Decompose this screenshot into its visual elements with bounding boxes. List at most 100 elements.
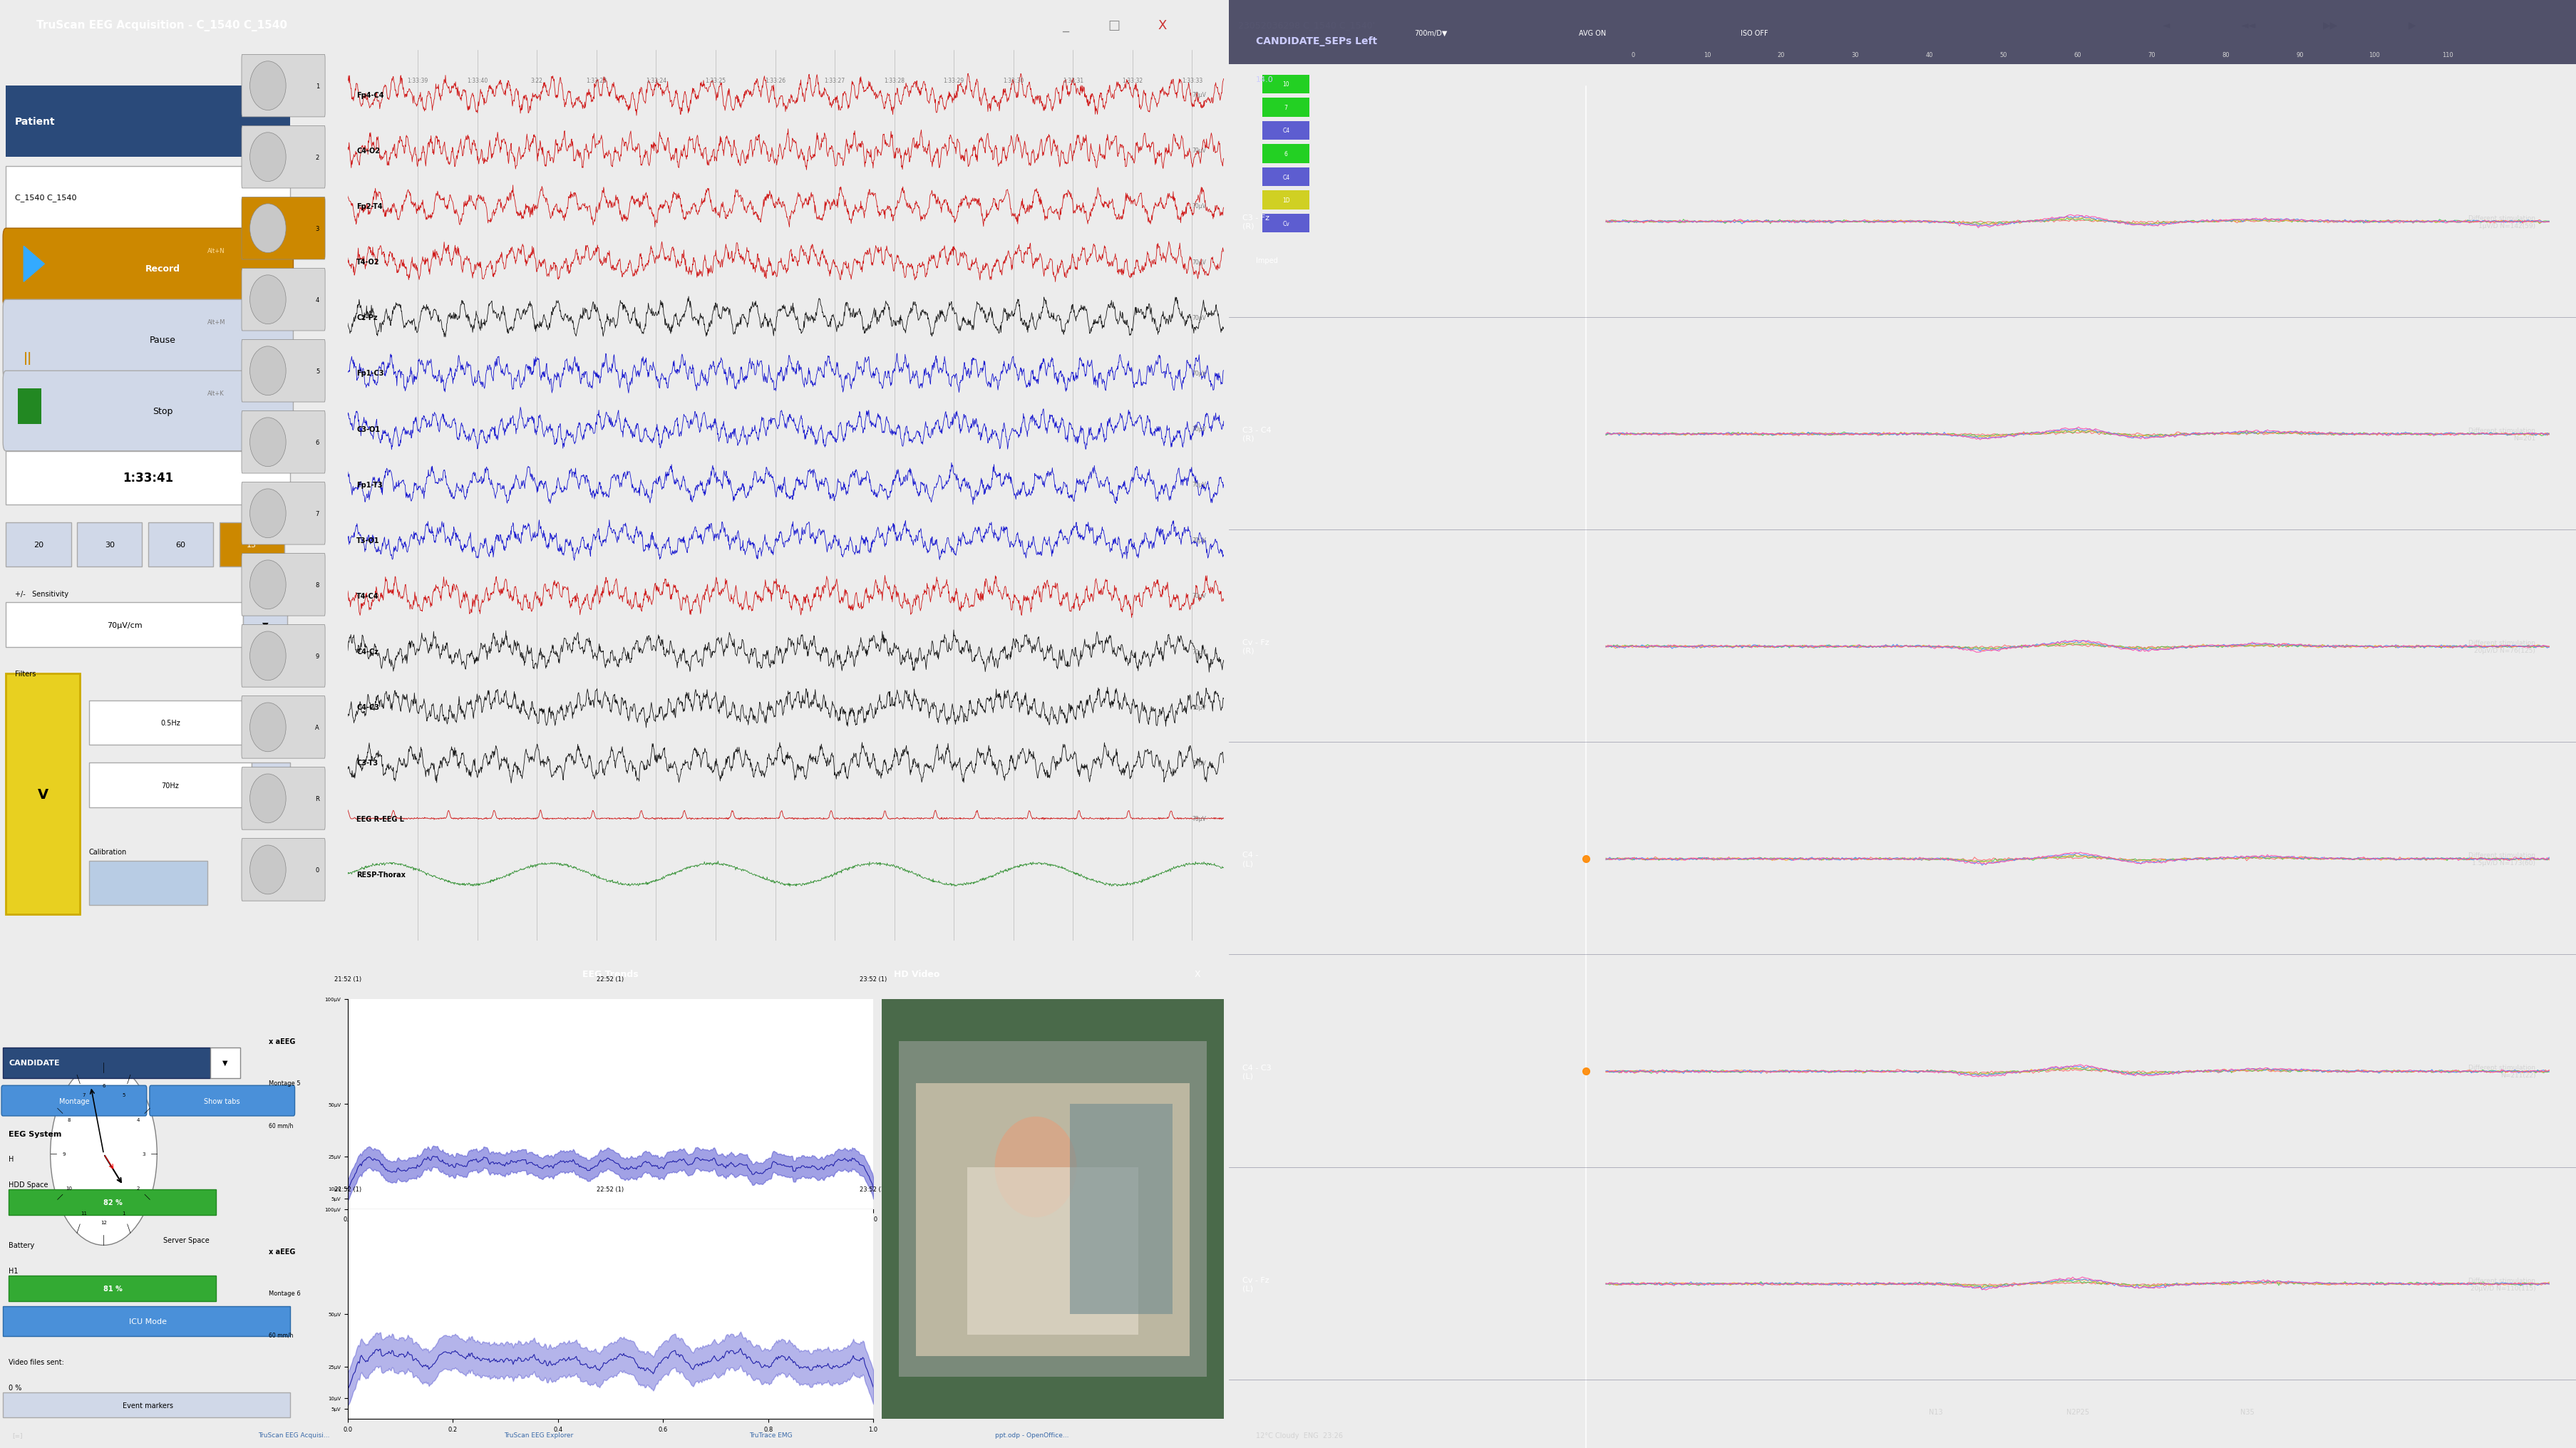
Bar bbox=[5, 602, 242, 647]
Text: 70μV: 70μV bbox=[1193, 259, 1206, 265]
Text: TruScan EEG Explorer: TruScan EEG Explorer bbox=[505, 1432, 572, 1438]
Text: HDD Space: HDD Space bbox=[8, 1182, 49, 1187]
Text: 10: 10 bbox=[1703, 52, 1710, 58]
Text: T4-O2: T4-O2 bbox=[355, 259, 379, 266]
Text: 1:33:33: 1:33:33 bbox=[1182, 77, 1203, 84]
Text: _: _ bbox=[1061, 19, 1069, 32]
Text: 70: 70 bbox=[2148, 52, 2156, 58]
FancyBboxPatch shape bbox=[242, 126, 325, 188]
Bar bbox=[1262, 98, 1309, 117]
Text: 80: 80 bbox=[2223, 52, 2228, 58]
FancyBboxPatch shape bbox=[242, 340, 325, 403]
FancyBboxPatch shape bbox=[149, 1086, 294, 1116]
Text: Montage 5: Montage 5 bbox=[268, 1080, 301, 1086]
Text: Imped: Imped bbox=[1255, 258, 1278, 264]
Text: 3: 3 bbox=[142, 1153, 144, 1156]
Text: C4-Cz: C4-Cz bbox=[355, 649, 379, 656]
Ellipse shape bbox=[250, 418, 286, 468]
Text: AVG ON: AVG ON bbox=[1579, 30, 1607, 36]
Text: 70μV: 70μV bbox=[1193, 482, 1206, 488]
Text: 21:52 (1): 21:52 (1) bbox=[335, 976, 361, 982]
Text: 30: 30 bbox=[106, 542, 113, 549]
Text: 81 %: 81 % bbox=[103, 1284, 121, 1292]
Text: 82 %: 82 % bbox=[103, 1199, 121, 1206]
Text: 70μV: 70μV bbox=[1193, 426, 1206, 433]
Text: 70μV: 70μV bbox=[1193, 203, 1206, 210]
Bar bbox=[3, 1306, 291, 1337]
Text: 5: 5 bbox=[121, 1093, 126, 1098]
Bar bbox=[1262, 122, 1309, 140]
Bar bbox=[5, 673, 80, 915]
Text: EEG System: EEG System bbox=[8, 1131, 62, 1137]
Text: 110: 110 bbox=[2442, 52, 2452, 58]
Text: 70μV: 70μV bbox=[1193, 371, 1206, 376]
Bar bbox=[211, 1048, 240, 1077]
Bar bbox=[147, 523, 214, 568]
Text: 1:33:24: 1:33:24 bbox=[647, 77, 667, 84]
Text: ||: || bbox=[23, 352, 33, 365]
Text: Video files sent:: Video files sent: bbox=[8, 1358, 64, 1365]
Text: Pause: Pause bbox=[149, 336, 175, 345]
Bar bbox=[3, 1048, 211, 1077]
FancyBboxPatch shape bbox=[242, 626, 325, 688]
Text: +/-   Sensitivity: +/- Sensitivity bbox=[15, 591, 70, 598]
Text: Cv - Fz
(R): Cv - Fz (R) bbox=[1242, 639, 1270, 654]
Text: 1:33:40: 1:33:40 bbox=[466, 77, 487, 84]
Text: 1:33:28: 1:33:28 bbox=[884, 77, 904, 84]
Ellipse shape bbox=[250, 204, 286, 253]
Text: 1: 1 bbox=[317, 83, 319, 90]
FancyBboxPatch shape bbox=[242, 197, 325, 261]
Text: 6: 6 bbox=[317, 439, 319, 446]
Text: 70Hz: 70Hz bbox=[162, 782, 180, 789]
Text: TruScan EEG Acquisition - C_1540 C_1540: TruScan EEG Acquisition - C_1540 C_1540 bbox=[36, 20, 286, 30]
Text: 20: 20 bbox=[1777, 52, 1785, 58]
Text: Patient: Patient bbox=[15, 117, 54, 127]
Bar bbox=[88, 763, 252, 808]
Text: Fp2-T4: Fp2-T4 bbox=[355, 203, 384, 210]
Text: C4-C3: C4-C3 bbox=[355, 704, 379, 711]
Text: C4: C4 bbox=[1283, 127, 1291, 135]
Text: T4-C4: T4-C4 bbox=[355, 592, 379, 599]
Text: Different stimulation
N=201: Different stimulation N=201 bbox=[2468, 427, 2535, 442]
Text: C4 - C3
(L): C4 - C3 (L) bbox=[1242, 1064, 1270, 1079]
Text: ISO OFF: ISO OFF bbox=[1741, 30, 1767, 36]
Text: 4: 4 bbox=[317, 297, 319, 303]
Bar bbox=[969, 1167, 1139, 1335]
Text: 10: 10 bbox=[67, 1186, 72, 1190]
Text: 11: 11 bbox=[80, 1211, 88, 1215]
Text: 8: 8 bbox=[67, 1118, 70, 1122]
Text: C_1540 C_1540: C_1540 C_1540 bbox=[15, 194, 77, 201]
Bar bbox=[1229, 0, 2576, 65]
Text: 1:33:23: 1:33:23 bbox=[587, 77, 608, 84]
Text: C3 - Fz
(R): C3 - Fz (R) bbox=[1242, 214, 1270, 230]
Text: Stop: Stop bbox=[152, 407, 173, 416]
Text: 22:52 (1): 22:52 (1) bbox=[598, 1186, 623, 1192]
Text: Battery: Battery bbox=[8, 1242, 33, 1248]
FancyBboxPatch shape bbox=[3, 300, 294, 381]
FancyBboxPatch shape bbox=[242, 269, 325, 332]
Bar bbox=[8, 1190, 216, 1215]
Text: 1:33:26: 1:33:26 bbox=[765, 77, 786, 84]
Bar bbox=[219, 523, 283, 568]
Ellipse shape bbox=[250, 846, 286, 895]
Ellipse shape bbox=[250, 133, 286, 182]
Text: [=]: [=] bbox=[13, 1432, 23, 1438]
Text: 3:22: 3:22 bbox=[531, 77, 544, 84]
Text: ▼: ▼ bbox=[268, 720, 273, 727]
Text: C4: C4 bbox=[1283, 174, 1291, 181]
Text: Montage: Montage bbox=[59, 1098, 90, 1105]
Text: 0: 0 bbox=[1631, 52, 1636, 58]
Bar bbox=[1069, 1103, 1172, 1315]
Text: 70μV: 70μV bbox=[1193, 760, 1206, 766]
Text: ICU Mode: ICU Mode bbox=[129, 1318, 167, 1325]
Text: 6: 6 bbox=[103, 1083, 106, 1087]
Text: 20: 20 bbox=[33, 542, 44, 549]
Ellipse shape bbox=[250, 275, 286, 324]
Text: 1:33:41: 1:33:41 bbox=[124, 472, 173, 485]
Bar bbox=[5, 523, 72, 568]
Text: EEG Trends: EEG Trends bbox=[582, 969, 639, 979]
Text: ▼: ▼ bbox=[222, 1060, 227, 1066]
Bar bbox=[5, 87, 291, 158]
Text: 12: 12 bbox=[100, 1221, 106, 1225]
Text: Different stimulation
20μV/D N=110(115): Different stimulation 20μV/D N=110(115) bbox=[2468, 1277, 2535, 1292]
